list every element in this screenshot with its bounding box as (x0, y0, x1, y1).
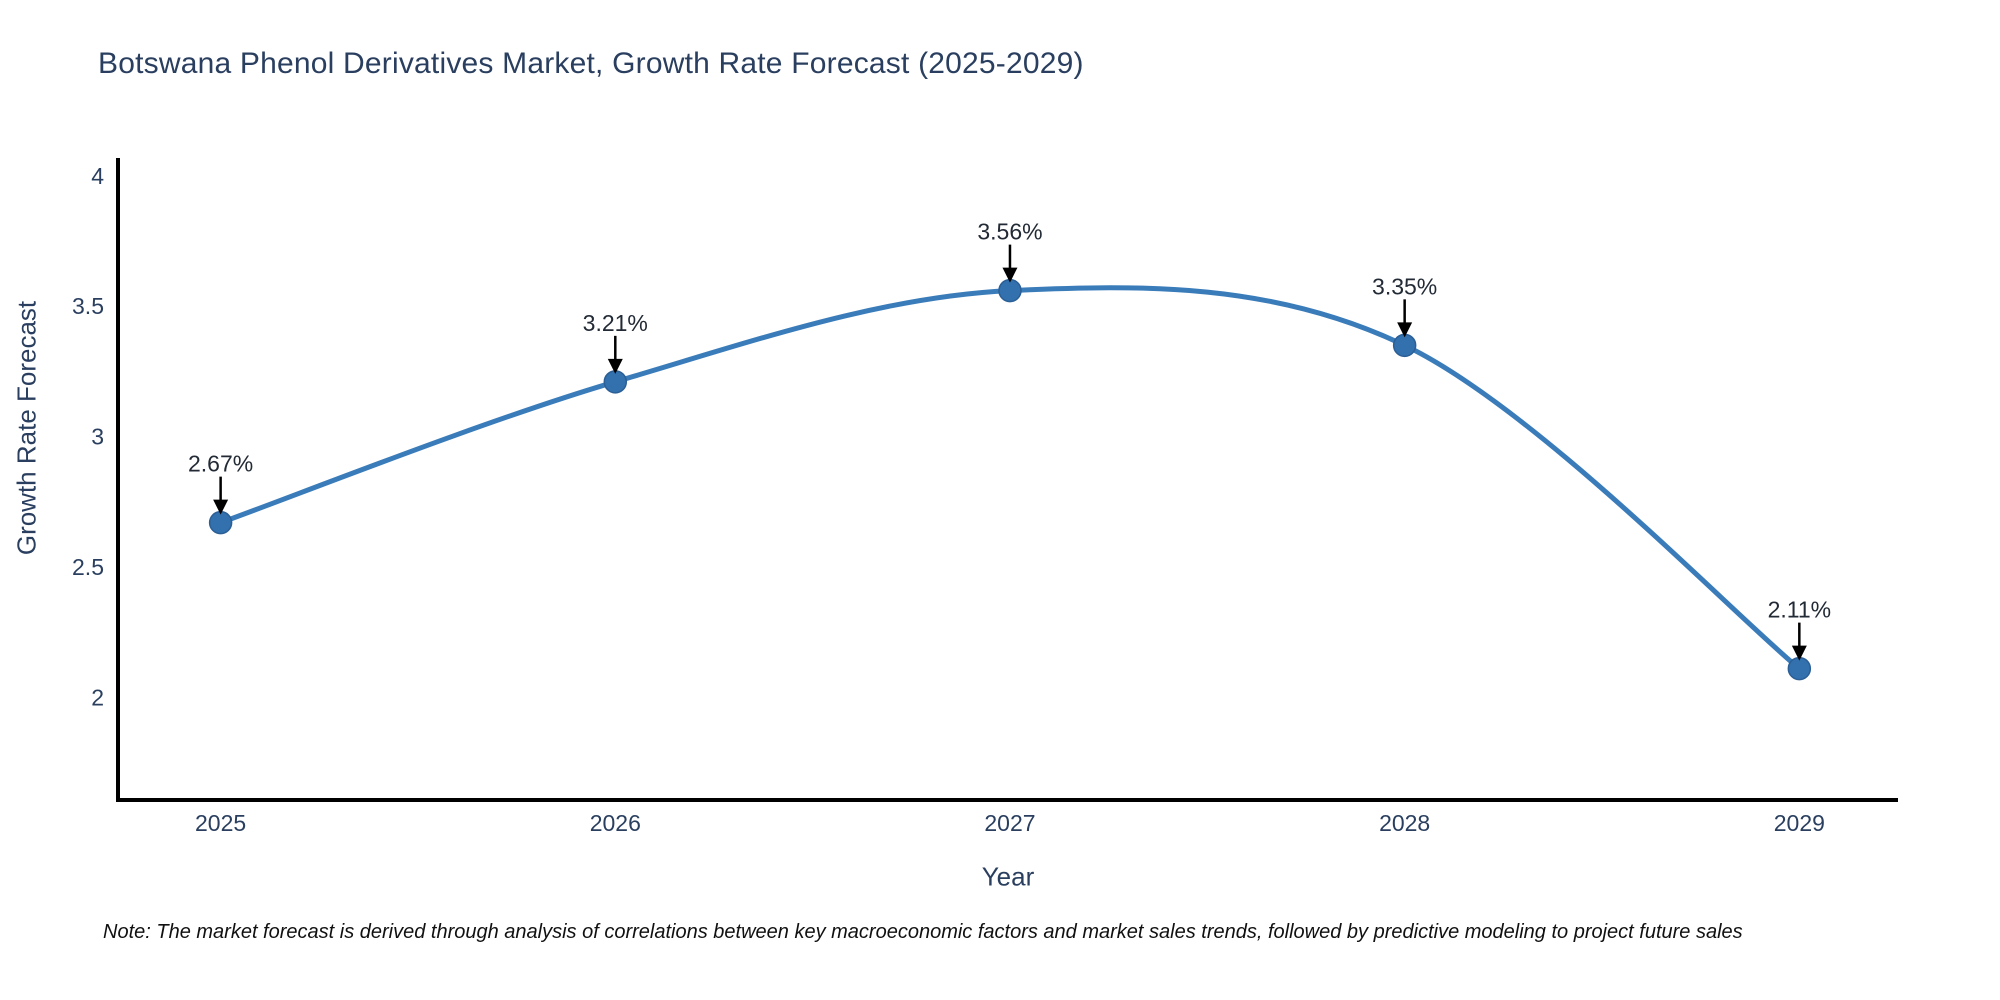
data-point-marker-2027 (998, 278, 1022, 303)
x-axis-title: Year (981, 861, 1035, 892)
y-tick-label-3: 3 (91, 424, 104, 450)
y-tick-label-2: 2 (91, 684, 104, 710)
annotation-arrowhead-2027 (1002, 267, 1018, 283)
y-axis-title: Growth Rate Forecast (11, 300, 42, 556)
data-point-marker-2028 (1392, 333, 1417, 358)
annotation-arrowhead-2029 (1791, 645, 1807, 661)
data-label-2026: 3.21% (583, 310, 648, 336)
y-tick-label-4: 4 (91, 163, 104, 189)
data-label-2029: 2.11% (1768, 597, 1832, 623)
annotation-arrowhead-2025 (213, 499, 229, 515)
footnote: Note: The market forecast is derived thr… (103, 921, 1743, 943)
data-label-2027: 3.56% (977, 219, 1042, 245)
annotation-arrowhead-2026 (607, 358, 623, 374)
x-tick-label-2028: 2028 (1379, 810, 1430, 836)
chart-title: Botswana Phenol Derivatives Market, Grow… (98, 47, 1084, 80)
data-label-2025: 2.67% (188, 451, 253, 477)
data-point-marker-2026 (603, 370, 628, 394)
x-tick-label-2029: 2029 (1774, 810, 1825, 836)
forecast-line (218, 285, 1802, 672)
annotation-arrowhead-2028 (1397, 322, 1413, 338)
y-tick-label-3.5: 3.5 (72, 293, 104, 319)
x-tick-label-2027: 2027 (984, 810, 1035, 836)
data-label-2028: 3.35% (1372, 273, 1437, 299)
x-tick-label-2026: 2026 (590, 810, 641, 836)
y-tick-label-2.5: 2.5 (72, 554, 104, 580)
data-point-marker-2029 (1787, 656, 1812, 681)
x-tick-label-2025: 2025 (195, 810, 246, 836)
data-point-marker-2025 (208, 510, 233, 535)
